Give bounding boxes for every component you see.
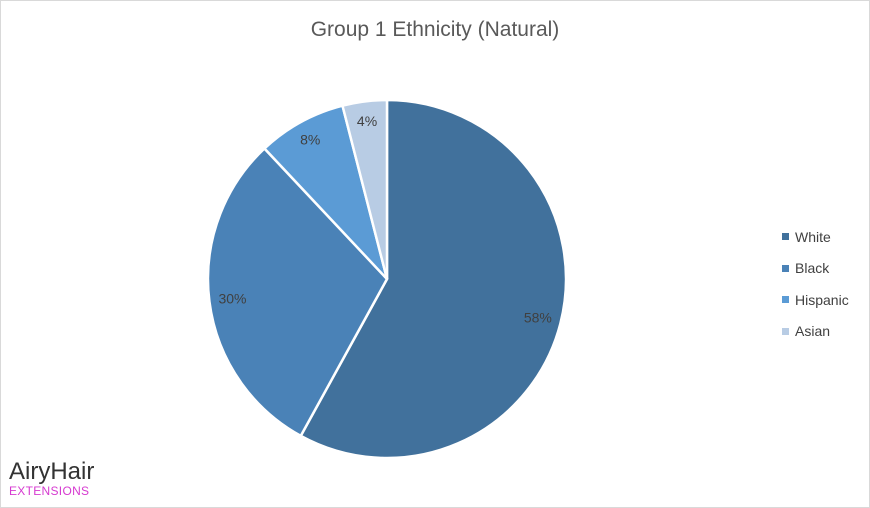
logo-tagline: EXTENSIONS — [9, 484, 90, 498]
legend-swatch-hispanic — [782, 296, 789, 304]
data-label-black: 30% — [218, 291, 246, 307]
chart-title: Group 1 Ethnicity (Natural) — [310, 18, 560, 41]
data-label-asian: 4% — [357, 113, 377, 129]
legend-label-white: White — [795, 228, 831, 245]
legend-swatch-black — [782, 264, 789, 272]
logo-wordmark: AiryHair — [9, 458, 95, 485]
airyhair-logo: AiryHair EXTENSIONS — [9, 459, 94, 498]
legend-item-black: Black — [782, 253, 849, 285]
legend: White Black Hispanic Asian — [782, 221, 849, 347]
legend-item-white: White — [782, 221, 849, 253]
legend-label-hispanic: Hispanic — [795, 291, 849, 308]
legend-swatch-white — [782, 233, 789, 241]
legend-label-black: Black — [795, 260, 830, 277]
legend-item-asian: Asian — [782, 316, 849, 348]
data-label-white: 58% — [524, 310, 552, 326]
pie-slice-hispanic — [262, 104, 389, 280]
pie-slice-asian — [340, 98, 389, 280]
legend-swatch-asian — [782, 327, 789, 335]
legend-label-asian: Asian — [795, 323, 831, 340]
data-label-hispanic: 8% — [300, 131, 320, 147]
legend-item-hispanic: Hispanic — [782, 284, 849, 316]
pie-slice-black — [206, 146, 389, 438]
pie-slice-white — [299, 98, 568, 460]
